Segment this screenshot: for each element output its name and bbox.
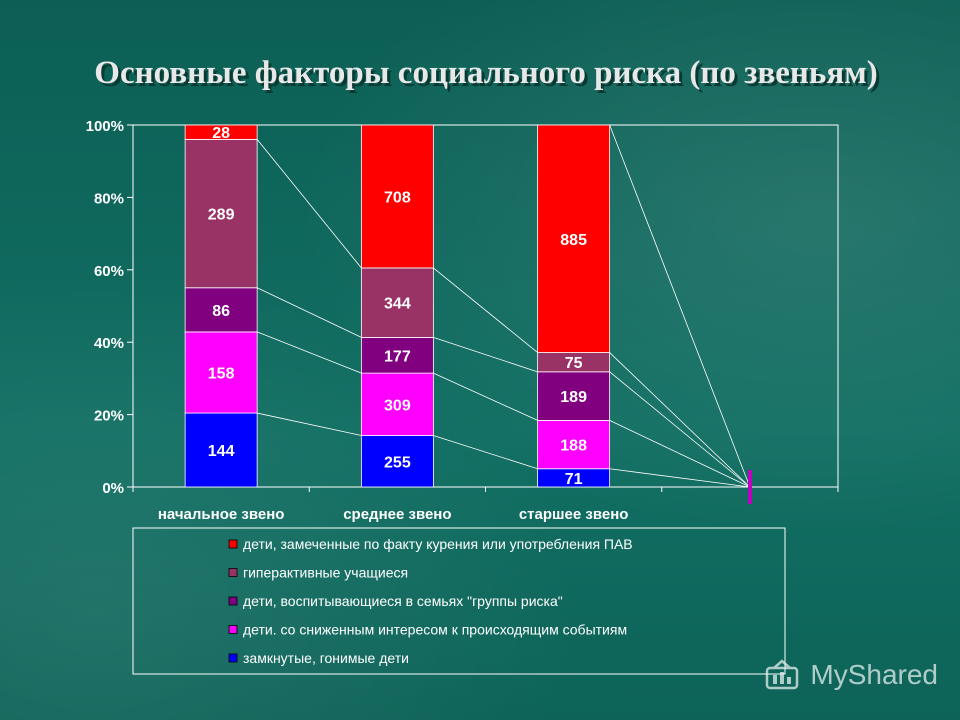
bar-segment	[184, 124, 258, 140]
bar-segment	[360, 267, 434, 338]
series-line	[609, 124, 751, 488]
bar-segment	[184, 138, 258, 289]
chart-title: Основные факторы социального риска (по з…	[94, 55, 877, 91]
bar-segment	[360, 435, 434, 488]
data-label: 189	[560, 389, 587, 406]
data-label: 86	[212, 303, 230, 320]
bar-segment	[360, 336, 434, 374]
series-line	[433, 267, 538, 353]
slot-marker	[748, 470, 752, 504]
legend-entry: дети, воспитывающиеся в семьях "группы р…	[243, 593, 563, 609]
watermark: MyShared	[764, 658, 938, 692]
bar-segment	[184, 331, 258, 414]
data-label: 75	[565, 355, 583, 372]
data-label: 289	[208, 207, 235, 224]
category-label: начальное звено	[158, 506, 285, 523]
series-line	[433, 435, 538, 470]
series-line	[609, 420, 751, 488]
chart-title-shadow: Основные факторы социального риска (по з…	[97, 58, 880, 94]
legend-swatch	[228, 596, 238, 606]
category-label: среднее звено	[343, 506, 451, 523]
data-label: 158	[208, 365, 235, 382]
legend: дети, замеченные по факту курения или уп…	[132, 527, 786, 675]
data-label: 708	[384, 189, 411, 206]
legend-swatch	[228, 625, 238, 634]
series-line	[609, 468, 750, 488]
bar-segment	[537, 124, 611, 353]
data-label: 255	[384, 454, 411, 471]
legend-entry: гиперактивные учащиеся	[243, 565, 408, 581]
data-label: 28	[212, 125, 230, 142]
watermark-text: MyShared	[810, 659, 938, 690]
data-label: 71	[565, 471, 583, 488]
series-line	[256, 139, 362, 269]
bar-segment	[360, 124, 434, 269]
data-label: 188	[560, 438, 587, 455]
series-line	[256, 287, 362, 338]
y-tick-label: 20%	[94, 408, 124, 425]
y-tick-label: 0%	[102, 480, 124, 497]
legend-swatch	[228, 539, 238, 549]
series-line	[433, 372, 538, 421]
bar-segment	[184, 412, 258, 488]
series-line	[609, 371, 751, 488]
y-tick-label: 40%	[94, 335, 124, 352]
plot-area: 0% 20% 40% 60% 80% 100% 144 158 86 289 28 начальное…	[86, 118, 839, 523]
data-label: 344	[384, 296, 411, 313]
series-line	[609, 352, 751, 488]
legend-swatch	[228, 653, 238, 663]
legend-entry: дети. со сниженным интересом к происходя…	[243, 622, 627, 638]
data-label: 144	[208, 443, 235, 460]
y-tick-label: 100%	[86, 118, 124, 135]
data-label: 309	[384, 397, 411, 414]
bar-segment	[184, 287, 258, 333]
category-label: старшее звено	[519, 506, 629, 523]
bar-segment	[537, 420, 611, 470]
data-label: 885	[560, 232, 587, 249]
bar-segment	[537, 371, 611, 421]
myshared-logo-icon	[766, 659, 799, 690]
y-tick-label: 80%	[94, 190, 124, 207]
legend-swatch	[228, 568, 238, 577]
legend-frame	[132, 527, 786, 675]
data-label: 177	[384, 348, 411, 365]
series-line	[257, 412, 362, 436]
series-line	[433, 337, 538, 373]
legend-entry: дети, замеченные по факту курения или уп…	[243, 536, 633, 552]
y-tick-label: 60%	[94, 263, 124, 280]
legend-entry: замкнутые, гонимые дети	[243, 650, 409, 666]
series-line	[256, 331, 362, 374]
